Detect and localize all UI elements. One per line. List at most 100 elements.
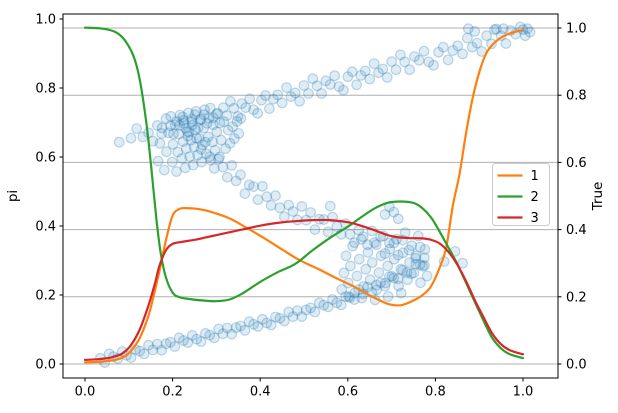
scatter-point — [143, 339, 154, 351]
scatter-point — [395, 49, 406, 61]
scatter-point — [442, 54, 454, 66]
scatter-point — [265, 199, 277, 211]
scatter-point — [347, 240, 359, 252]
line-series-layer — [83, 26, 525, 364]
scatter-point — [349, 294, 360, 305]
scatter-point — [138, 348, 150, 360]
scatter-point — [369, 237, 380, 249]
scatter-point — [313, 297, 325, 309]
x-tick-label: 0.8 — [425, 385, 446, 400]
scatter-point — [207, 119, 219, 131]
scatter-point — [296, 200, 308, 212]
scatter-point — [207, 112, 219, 124]
scatter-point — [193, 133, 205, 144]
scatter-point — [199, 136, 211, 148]
scatter-point — [393, 280, 405, 292]
scatter-point — [180, 143, 192, 155]
scatter-point — [377, 63, 389, 75]
scatter-point — [202, 131, 214, 143]
scatter-point — [402, 274, 413, 286]
scatter-point — [232, 110, 244, 122]
scatter-point — [152, 155, 164, 167]
scatter-point — [147, 344, 159, 356]
scatter-point — [270, 311, 281, 323]
scatter-point — [182, 337, 194, 348]
scatter-point — [228, 102, 240, 114]
scatter-point — [221, 171, 233, 183]
scatter-point — [469, 25, 481, 37]
scatter-point — [381, 71, 393, 83]
scatter-point — [322, 301, 334, 313]
scatter-point — [182, 130, 194, 142]
scatter-point — [382, 291, 394, 302]
scatter-point — [205, 154, 217, 166]
scatter-point — [371, 284, 383, 296]
scatter-point — [379, 280, 391, 292]
scatter-point — [305, 207, 317, 218]
scatter-point — [218, 116, 230, 128]
scatter-point — [471, 37, 483, 49]
scatter-point — [252, 321, 264, 332]
scatter-point — [240, 102, 252, 113]
scatter-point — [351, 270, 363, 282]
scatter-point — [174, 109, 186, 121]
scatter-point — [524, 26, 536, 38]
scatter-point — [192, 149, 204, 161]
scatter-point — [211, 126, 223, 138]
scatter-point — [408, 267, 420, 279]
scatter-point — [397, 264, 408, 276]
scatter-point — [113, 136, 125, 148]
scatter-point — [214, 151, 225, 163]
scatter-point — [243, 316, 255, 328]
x-tick-label: 0.2 — [162, 385, 183, 400]
scatter-point — [399, 227, 411, 239]
scatter-point — [204, 151, 216, 163]
x-tick-label: 0.4 — [250, 385, 271, 400]
scatter-point — [213, 153, 225, 165]
scatter-point — [272, 89, 284, 101]
scatter-point — [364, 73, 376, 85]
scatter-point — [409, 51, 420, 62]
scatter-point — [410, 250, 422, 262]
scatter-point — [172, 146, 184, 158]
scatter-point — [388, 206, 400, 218]
y-axis-label-left: pi — [5, 190, 21, 202]
scatter-point — [278, 315, 290, 327]
scatter-point — [296, 311, 308, 323]
scatter-point — [331, 221, 343, 233]
y-tick-label-right: 0.6 — [566, 156, 587, 171]
scatter-point — [156, 344, 168, 356]
scatter-point — [230, 322, 242, 334]
scatter-point — [198, 122, 210, 134]
scatter-point — [224, 95, 236, 107]
y-tick-label-right: 0.2 — [566, 290, 587, 305]
scatter-point — [356, 292, 368, 304]
scatter-point — [235, 112, 247, 124]
scatter-point — [265, 319, 277, 331]
scatter-point — [187, 159, 199, 171]
scatter-point — [171, 115, 182, 127]
scatter-point — [196, 139, 208, 151]
scatter-point — [386, 56, 398, 67]
scatter-point — [380, 277, 391, 289]
scatter-point — [256, 94, 267, 106]
scatter-point — [220, 143, 232, 155]
scatter-point — [163, 127, 175, 139]
scatter-point — [392, 213, 404, 225]
scatter-point — [362, 281, 373, 293]
scatter-point — [447, 45, 459, 56]
scatter-point — [178, 335, 189, 346]
scatter-point — [404, 64, 416, 76]
scatter-point — [375, 250, 387, 262]
scatter-point — [260, 90, 271, 101]
scatter-point — [230, 175, 242, 187]
scatter-point — [158, 164, 170, 176]
scatter-point — [421, 270, 433, 282]
scatter-point — [490, 23, 502, 35]
scatter-point — [217, 161, 229, 173]
scatter-point — [274, 202, 286, 214]
scatter-point — [176, 152, 188, 164]
scatter-point — [227, 121, 239, 133]
scatter-point — [324, 79, 336, 90]
